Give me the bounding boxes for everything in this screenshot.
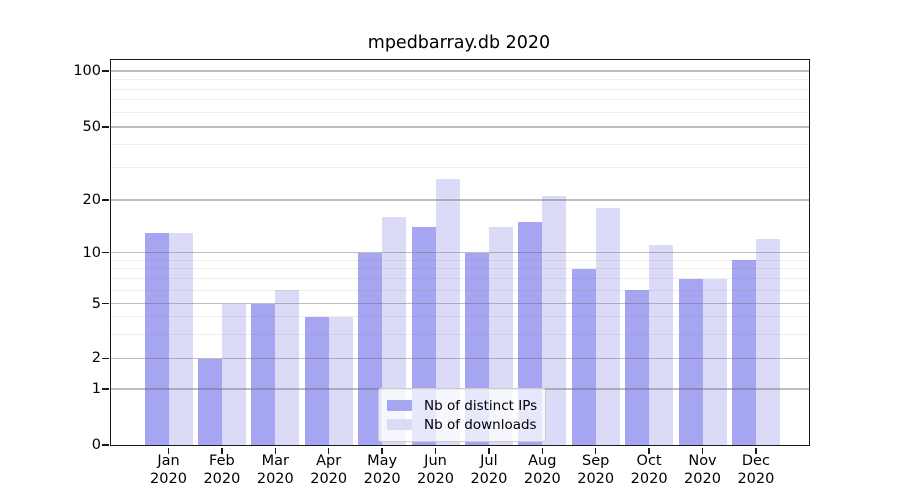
x-tick-mark — [221, 448, 223, 455]
gridline-minor — [111, 268, 809, 270]
gridline-major — [111, 302, 809, 305]
bar-distinct-ips — [304, 316, 329, 445]
legend-label-downloads: Nb of downloads — [424, 416, 537, 433]
x-tick-mark — [381, 448, 383, 455]
y-tick-mark — [102, 302, 110, 305]
x-tick-mark — [274, 448, 277, 455]
bar-downloads — [755, 238, 780, 445]
bar-distinct-ips — [197, 358, 222, 445]
gridline-minor — [111, 111, 809, 113]
gridline-minor — [111, 278, 809, 280]
y-tick-mark — [102, 444, 110, 446]
bar-distinct-ips — [144, 232, 169, 445]
x-tick-mark — [327, 448, 330, 455]
gridline-major — [111, 251, 809, 254]
gridline-major — [111, 126, 809, 128]
y-tick-mark — [102, 388, 110, 390]
y-tick-label: 2 — [91, 350, 101, 367]
bar-distinct-ips — [251, 303, 276, 445]
x-tick-mark — [701, 448, 704, 455]
x-tick-label: Nov 2020 — [684, 453, 721, 487]
bar-downloads — [275, 290, 300, 445]
x-tick-label: Mar 2020 — [256, 453, 294, 487]
y-tick-label: 0 — [91, 437, 101, 453]
bar-distinct-ips — [678, 278, 703, 445]
x-tick-mark — [648, 448, 650, 455]
bar-distinct-ips — [731, 260, 756, 445]
x-tick-label: Jan 2020 — [150, 453, 187, 487]
x-tick-label: Feb 2020 — [203, 453, 241, 487]
legend: Nb of distinct IPs Nb of downloads — [378, 388, 546, 442]
gridline-minor — [111, 289, 809, 291]
bar-downloads — [221, 303, 246, 445]
bar-downloads — [649, 245, 674, 445]
y-tick-label: 1 — [91, 380, 101, 397]
y-tick-mark — [102, 251, 110, 254]
x-tick-label: May 2020 — [363, 453, 401, 487]
y-tick-mark — [102, 70, 110, 72]
legend-item-downloads: Nb of downloads — [387, 415, 537, 434]
bar-downloads — [595, 207, 620, 445]
bar-downloads — [328, 316, 353, 445]
legend-item-distinct-ips: Nb of distinct IPs — [387, 396, 538, 415]
y-tick-mark — [102, 126, 110, 128]
legend-swatch-distinct-ips — [387, 400, 412, 411]
gridline-major — [111, 70, 809, 72]
gridline-minor — [111, 88, 809, 90]
gridline-minor — [111, 79, 809, 81]
bar-distinct-ips — [625, 290, 650, 445]
x-tick-mark — [167, 448, 170, 455]
y-tick-label: 50 — [82, 118, 101, 135]
bar-downloads — [168, 232, 193, 445]
x-tick-label: Sep 2020 — [577, 453, 615, 487]
legend-label-distinct-ips: Nb of distinct IPs — [424, 397, 538, 414]
chart-title: mpedbarray.db 2020 — [367, 33, 551, 53]
bar-distinct-ips — [571, 268, 596, 445]
x-tick-mark — [594, 448, 597, 455]
gridline-minor — [111, 259, 809, 261]
plot-area: Nb of distinct IPs Nb of downloads 0 1 2 5 1… — [73, 59, 810, 487]
x-tick-mark — [488, 448, 490, 455]
y-tick-label: 100 — [73, 63, 101, 79]
gridline-minor — [111, 333, 809, 335]
y-tick-mark — [102, 357, 110, 360]
x-tick-label: Jul 2020 — [470, 453, 508, 487]
x-tick-mark — [755, 448, 757, 455]
bar-downloads — [542, 196, 567, 445]
gridline-major — [111, 357, 809, 360]
x-tick-label: Oct 2020 — [630, 453, 668, 487]
gridline-minor — [111, 167, 809, 169]
x-tick-label: Apr 2020 — [310, 453, 348, 487]
x-tick-label: Aug 2020 — [523, 453, 561, 487]
legend-swatch-downloads — [387, 419, 412, 430]
gridline-minor — [111, 316, 809, 318]
x-tick-mark — [434, 448, 437, 455]
x-tick-label: Jun 2020 — [417, 453, 454, 487]
y-tick-mark — [102, 199, 110, 201]
bar-downloads — [702, 278, 727, 445]
y-tick-label: 20 — [82, 191, 101, 208]
gridline-minor — [111, 99, 809, 101]
y-tick-label: 5 — [91, 295, 101, 312]
gridline-minor — [111, 144, 809, 146]
gridline-major — [111, 199, 809, 201]
x-tick-mark — [541, 448, 544, 455]
x-tick-label: Dec 2020 — [737, 453, 775, 487]
y-tick-label: 10 — [82, 244, 101, 261]
